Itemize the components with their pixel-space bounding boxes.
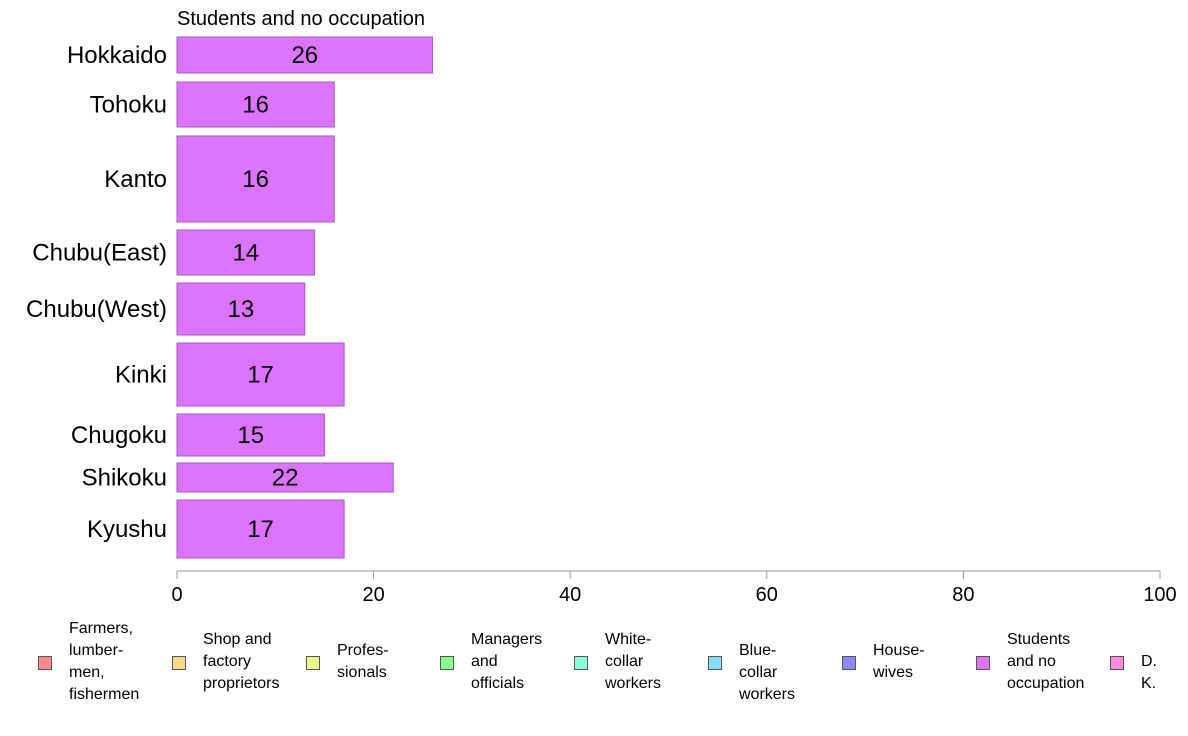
bar-kanto (176, 135, 335, 223)
category-label: Chubu(West) (26, 296, 167, 323)
bar-chugoku (176, 413, 325, 457)
legend-label: Shop and factory proprietors (203, 631, 280, 692)
bar-value-label: 13 (228, 296, 255, 323)
x-axis: 0 20 40 60 80 100 (171, 570, 1177, 606)
bar-value-label: 16 (242, 166, 269, 193)
legend-swatch (172, 656, 186, 670)
legend-swatch (708, 656, 722, 670)
category-label: Tohoku (90, 92, 167, 119)
chart-title: Students and no occupation (177, 8, 425, 30)
legend-label: Managers and officials (471, 631, 543, 692)
bar-tohoku (176, 81, 335, 128)
bar-value-label: 26 (291, 42, 318, 69)
bars-group: Hokkaido 26 Tohoku 16 Kanto 16 Chubu(East) 14 Ch… (26, 36, 434, 559)
bar-kinki (176, 342, 345, 407)
x-tick-label: 80 (952, 584, 974, 606)
category-label: Hokkaido (67, 42, 167, 69)
legend-label: White- collar workers (605, 631, 662, 692)
x-tick-label: 20 (362, 584, 384, 606)
legend-label: Students and no occupation (1007, 631, 1085, 692)
legend-swatch (574, 656, 588, 670)
bar-chubu-east- (176, 229, 316, 276)
bar-value-label: 17 (247, 516, 274, 543)
legend-swatch (842, 656, 856, 670)
bar-hokkaido (176, 36, 434, 74)
category-label: Chugoku (71, 422, 167, 449)
bar-value-label: 17 (247, 362, 274, 389)
legend-label: D. K. (1141, 653, 1157, 692)
bar-value-label: 22 (272, 465, 299, 492)
bar-value-label: 14 (232, 240, 259, 267)
category-label: Shikoku (82, 465, 167, 492)
category-label: Chubu(East) (32, 240, 167, 267)
legend-swatch (976, 656, 990, 670)
legend-label: Profes- sionals (337, 642, 389, 681)
bar-value-label: 16 (242, 92, 269, 119)
category-label: Kyushu (87, 516, 167, 543)
legend-swatch (306, 656, 320, 670)
legend-label: Blue-collar workers (739, 642, 796, 703)
bar-value-label: 15 (237, 422, 264, 449)
legend-swatch (440, 656, 454, 670)
legend-label: House- wives (873, 642, 925, 681)
bar-chubu-west- (176, 282, 306, 336)
legend-swatch (38, 656, 52, 670)
legend: Farmers, lumber- men, fishermen Shop and … (38, 620, 1188, 720)
x-tick-label: 40 (559, 584, 581, 606)
legend-label: Farmers, lumber- men, fishermen (69, 620, 140, 703)
x-tick-label: 60 (756, 584, 778, 606)
bar-shikoku (176, 462, 394, 493)
category-label: Kanto (104, 166, 167, 193)
x-tick-label: 100 (1143, 584, 1176, 606)
bar-chart: Students and no occupation Hokkaido 26 Toh… (26, 8, 1177, 606)
bar-kyushu (176, 499, 345, 559)
category-label: Kinki (115, 362, 167, 389)
legend-swatch (1110, 656, 1124, 670)
x-tick-label: 0 (171, 584, 182, 606)
